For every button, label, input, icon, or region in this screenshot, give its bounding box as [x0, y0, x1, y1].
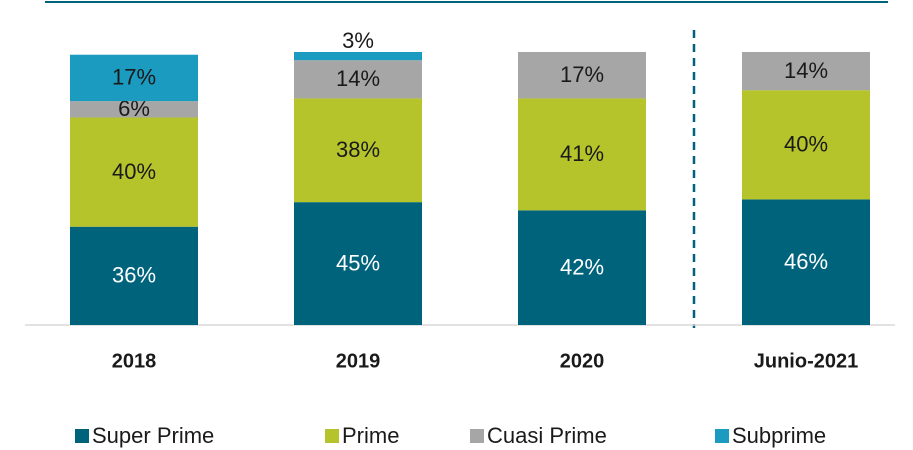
legend-label: Super Prime	[92, 423, 214, 448]
legend-swatch	[715, 429, 729, 443]
bar-segment	[294, 60, 422, 99]
legend-swatch	[75, 429, 89, 443]
data-label: 17%	[560, 62, 604, 87]
bar-segment	[742, 90, 870, 200]
legend-label: Cuasi Prime	[487, 423, 607, 448]
bar-segment	[70, 101, 198, 118]
x-tick-label: 2019	[336, 350, 381, 372]
bar-segment	[70, 117, 198, 227]
data-label: 40%	[112, 159, 156, 184]
data-label: 41%	[560, 141, 604, 166]
data-label: 38%	[336, 137, 380, 162]
legend-label: Subprime	[732, 423, 826, 448]
bar-segment	[294, 98, 422, 203]
data-label: 14%	[784, 58, 828, 83]
bar-segment	[518, 210, 646, 325]
bar-segment	[518, 98, 646, 211]
bar-segment	[518, 52, 646, 99]
bar-segment	[70, 226, 198, 325]
legend-swatch	[470, 429, 484, 443]
bar-segment	[294, 202, 422, 325]
bar-segment	[742, 199, 870, 325]
data-label: 17%	[112, 65, 156, 90]
legend-swatch	[325, 429, 339, 443]
legend-label: Prime	[342, 423, 399, 448]
data-label: 42%	[560, 254, 604, 279]
bar-segment	[70, 54, 198, 102]
data-label: 45%	[336, 250, 380, 275]
data-label: 46%	[784, 249, 828, 274]
data-label: 14%	[336, 66, 380, 91]
bar-segment	[742, 52, 870, 91]
x-tick-label: 2018	[112, 350, 157, 372]
bar-segment	[294, 52, 422, 61]
data-label: 40%	[784, 132, 828, 157]
x-tick-label: Junio-2021	[754, 350, 858, 372]
data-label: 36%	[112, 263, 156, 288]
data-label: 3%	[342, 28, 374, 53]
x-tick-label: 2020	[560, 350, 605, 372]
